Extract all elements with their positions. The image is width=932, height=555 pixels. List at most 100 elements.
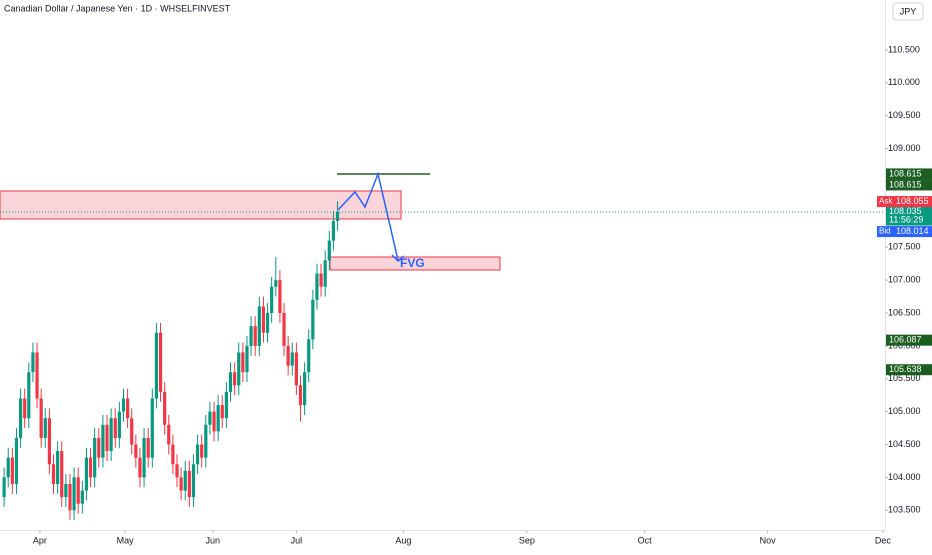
candle-body xyxy=(150,398,154,458)
candle-body xyxy=(270,286,274,314)
y-tick-label: 105.000 xyxy=(888,406,921,416)
candle-body xyxy=(171,444,175,465)
candle-body xyxy=(241,352,245,373)
fvg-zone xyxy=(329,256,501,271)
candle-body xyxy=(253,326,257,346)
arrow-head xyxy=(391,254,405,263)
bid-tag xyxy=(894,226,932,238)
bid-name: Bid xyxy=(879,227,891,236)
candle-body xyxy=(200,444,204,458)
candle-body xyxy=(27,372,31,419)
candle-body xyxy=(245,345,249,373)
candle-body xyxy=(23,398,27,419)
x-tick-label: Jul xyxy=(291,535,303,545)
candle-body xyxy=(298,385,303,406)
candle-body xyxy=(311,299,315,340)
candle-body xyxy=(76,477,80,504)
ask-label: 108.055 xyxy=(896,196,929,206)
candle-body xyxy=(303,372,307,406)
candle-body xyxy=(84,457,89,491)
candle-body xyxy=(113,418,117,438)
y-tick-label: 107.500 xyxy=(888,242,921,252)
candle-body xyxy=(18,398,23,438)
candle-body xyxy=(105,424,109,452)
candle-body xyxy=(282,313,286,346)
candle-body xyxy=(68,483,72,511)
y-tick-label: 110.500 xyxy=(888,44,920,54)
candle-body xyxy=(233,372,237,386)
candle-body xyxy=(80,490,84,504)
candle-body xyxy=(88,457,93,478)
candle-body xyxy=(278,280,282,314)
candle-body xyxy=(6,457,10,478)
candle-body xyxy=(228,372,233,392)
candle-body xyxy=(249,326,253,346)
candle-body xyxy=(51,464,56,484)
candle-body xyxy=(64,483,68,498)
candle-body xyxy=(195,444,200,465)
price-tag xyxy=(886,168,932,180)
candle-body xyxy=(126,398,130,419)
plot-area xyxy=(0,171,885,271)
candle-body xyxy=(43,418,47,438)
candle-body xyxy=(191,464,196,498)
x-tick-label: Jun xyxy=(206,535,221,545)
candle-body xyxy=(307,339,311,373)
candle-body xyxy=(323,260,327,287)
x-tick-label: Sep xyxy=(519,535,535,545)
candle-body xyxy=(212,411,216,432)
candle-body xyxy=(290,352,294,366)
candle-body xyxy=(109,418,113,452)
candle-body xyxy=(158,332,163,392)
y-tick-label: 103.500 xyxy=(888,505,921,515)
y-tick-label: 104.500 xyxy=(888,439,921,449)
candle-body xyxy=(14,437,19,484)
candle-body xyxy=(47,418,51,465)
y-tick-label: 105.500 xyxy=(888,373,921,383)
candle-body xyxy=(294,352,298,386)
candle-body xyxy=(130,418,134,445)
candle-body xyxy=(315,273,319,300)
candle-body xyxy=(224,391,228,419)
candle-body xyxy=(237,352,241,386)
currency[interactable]: JPY xyxy=(900,6,917,16)
chart-title: Canadian Dollar / Japanese Yen · 1D · WH… xyxy=(4,3,231,13)
candle-body xyxy=(93,437,97,478)
candle-body xyxy=(257,306,261,346)
last-price-tag xyxy=(886,206,932,226)
candle-body xyxy=(208,411,212,425)
y-tick-label: 110.000 xyxy=(888,77,920,87)
candle-body xyxy=(187,470,191,498)
candle-body xyxy=(167,424,171,445)
last-price-label: 108.035 xyxy=(889,206,922,216)
candle-body xyxy=(265,313,270,333)
candle-body xyxy=(327,240,331,261)
candle-body xyxy=(331,220,336,241)
candle-body xyxy=(35,352,39,399)
projection-path xyxy=(337,171,399,261)
supply-zone xyxy=(0,190,402,220)
candle-body xyxy=(204,424,208,458)
candle-body xyxy=(10,457,14,484)
candle-body xyxy=(286,345,290,366)
price-tag xyxy=(886,179,932,191)
candle-body xyxy=(183,470,187,491)
countdown: 11:56:29 xyxy=(889,214,923,224)
currency-box[interactable] xyxy=(892,2,924,21)
bid-name-tag xyxy=(877,226,894,238)
ask-name: Ask xyxy=(879,197,893,206)
candle-body xyxy=(138,457,142,478)
x-tick-label: Oct xyxy=(638,535,653,545)
candle-body xyxy=(39,398,43,438)
candle-body xyxy=(117,411,121,438)
price-tag-label: 108.615 xyxy=(889,179,922,189)
candle-body xyxy=(31,352,35,373)
ask-tag xyxy=(894,196,932,208)
candle-body xyxy=(261,306,266,333)
candle-body xyxy=(101,424,105,458)
price-tag xyxy=(886,334,932,346)
candle-body xyxy=(175,464,179,478)
candle-body xyxy=(274,280,278,287)
